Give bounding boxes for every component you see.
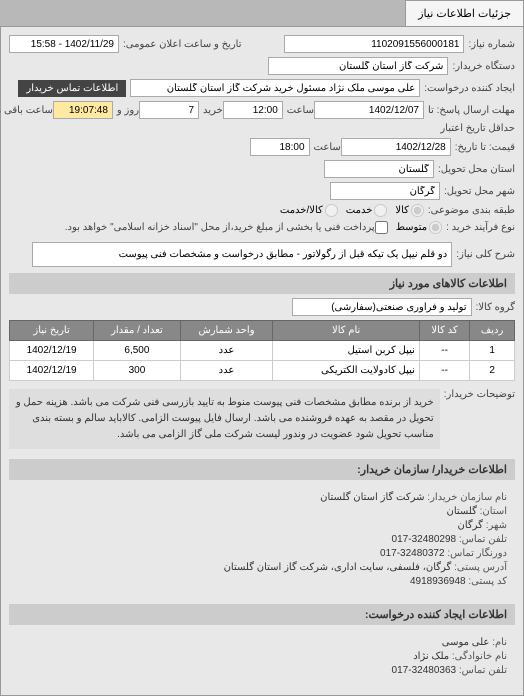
table-row: 2 -- نیپل کادولایت الکتریکی عدد 300 1402… bbox=[10, 361, 515, 381]
explain-box: خرید از برنده مطابق مشخصات فنی پیوست منو… bbox=[9, 389, 440, 449]
purchase-note: پرداخت فنی یا بخشی از مبلغ خرید،از محل "… bbox=[65, 222, 375, 233]
group-input bbox=[292, 298, 472, 316]
quote-label: قیمت: تا تاریخ: bbox=[455, 142, 515, 153]
budget-radio-group: کالا خدمت کالا/خدمت bbox=[280, 204, 424, 217]
send-time-label: ساعت bbox=[287, 105, 314, 116]
goods-section-title: اطلاعات کالاهای مورد نیاز bbox=[9, 273, 515, 294]
explain-label: توضیحات خریدار: bbox=[444, 385, 515, 400]
creator-section-title: اطلاعات ایجاد کننده درخواست: bbox=[9, 604, 515, 625]
remain-label: ساعت باقی مانده bbox=[0, 105, 53, 116]
requester-input bbox=[130, 79, 420, 97]
radio-small[interactable]: متوسط bbox=[396, 221, 442, 234]
need-title-label: شرح کلی نیاز: bbox=[456, 249, 515, 260]
buyer-label: دستگاه خریدار: bbox=[452, 61, 515, 72]
datetime-input bbox=[9, 35, 119, 53]
send-date-input bbox=[314, 101, 424, 119]
need-title-box: دو قلم نیپل یک تیکه قبل از رگولاتور - مط… bbox=[32, 242, 452, 267]
purchase-radio-group: متوسط bbox=[396, 221, 442, 234]
remain-input bbox=[53, 101, 113, 119]
group-label: گروه کالا: bbox=[476, 302, 515, 313]
number-label: شماره نیاز: bbox=[468, 39, 515, 50]
province-input bbox=[324, 160, 434, 178]
creator-info: نام: علی موسی نام خانوادگی: ملک نژاد تلف… bbox=[9, 629, 515, 687]
org-section-title: اطلاعات خریدار/ سازمان خریدار: bbox=[9, 459, 515, 480]
number-input bbox=[284, 35, 464, 53]
province-label: استان محل تحویل: bbox=[438, 164, 515, 175]
send-deadline-label: مهلت ارسال پاسخ: تا bbox=[428, 105, 515, 116]
credit-label: حداقل تاریخ اعتبار bbox=[440, 123, 515, 134]
org-info: نام سازمان خریدار: شرکت گاز استان گلستان… bbox=[9, 484, 515, 598]
requester-label: ایجاد کننده درخواست: bbox=[424, 83, 515, 94]
table-row: 1 -- نیپل کربن استیل عدد 6,500 1402/12/1… bbox=[10, 341, 515, 361]
buyer-input bbox=[268, 57, 448, 75]
days-label: روز و bbox=[117, 105, 139, 116]
contact-button[interactable]: اطلاعات تماس خریدار bbox=[18, 80, 126, 97]
quote-time-input bbox=[250, 138, 310, 156]
radio-service[interactable]: خدمت bbox=[346, 204, 388, 217]
city-input bbox=[330, 182, 440, 200]
tab-need-details[interactable]: جزئیات اطلاعات نیاز bbox=[405, 0, 524, 26]
datetime-label: تاریخ و ساعت اعلان عمومی: bbox=[123, 39, 242, 50]
city-label: شهر محل تحویل: bbox=[444, 186, 515, 197]
goods-table: ردیف کد کالا نام کالا واحد شمارش تعداد /… bbox=[9, 320, 515, 381]
days-input bbox=[139, 101, 199, 119]
purchase-label: نوع فرآیند خرید : bbox=[446, 222, 515, 233]
budget-label: طبقه بندی موضوعی: bbox=[428, 205, 515, 216]
quote-time-label: ساعت bbox=[314, 142, 341, 153]
table-header-row: ردیف کد کالا نام کالا واحد شمارش تعداد /… bbox=[10, 321, 515, 341]
buy-label: خرید bbox=[203, 105, 223, 116]
radio-mixed[interactable]: کالا/خدمت bbox=[280, 204, 338, 217]
radio-goods[interactable]: کالا bbox=[395, 204, 424, 217]
treasury-checkbox[interactable] bbox=[375, 221, 388, 234]
send-time-input bbox=[223, 101, 283, 119]
quote-date-input bbox=[341, 138, 451, 156]
